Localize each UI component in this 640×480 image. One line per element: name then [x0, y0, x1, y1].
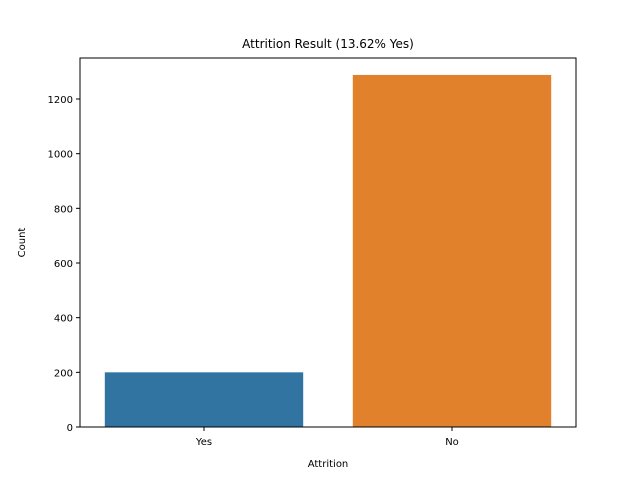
y-tick-label: 400 — [54, 314, 73, 325]
x-tick-label: Yes — [195, 437, 212, 448]
y-tick-label: 800 — [54, 204, 73, 215]
x-tick-label: No — [445, 437, 459, 448]
bar-yes — [104, 372, 304, 427]
y-axis-ticks: 0 200 400 600 800 1000 1200 — [48, 95, 80, 434]
y-tick-label: 1000 — [48, 150, 73, 161]
bar-no — [352, 74, 552, 428]
y-tick-label: 200 — [54, 368, 73, 379]
plot-frame — [79, 57, 577, 428]
bars-layer — [104, 74, 552, 428]
y-tick-label: 1200 — [48, 95, 73, 106]
y-tick-label: 0 — [67, 423, 73, 434]
chart-title: Attrition Result (13.62% Yes) — [242, 37, 414, 51]
y-tick-label: 600 — [54, 259, 73, 270]
y-axis-label: Count — [17, 228, 28, 258]
x-axis-ticks: Yes No — [195, 427, 459, 448]
x-axis-label: Attrition — [308, 459, 349, 470]
